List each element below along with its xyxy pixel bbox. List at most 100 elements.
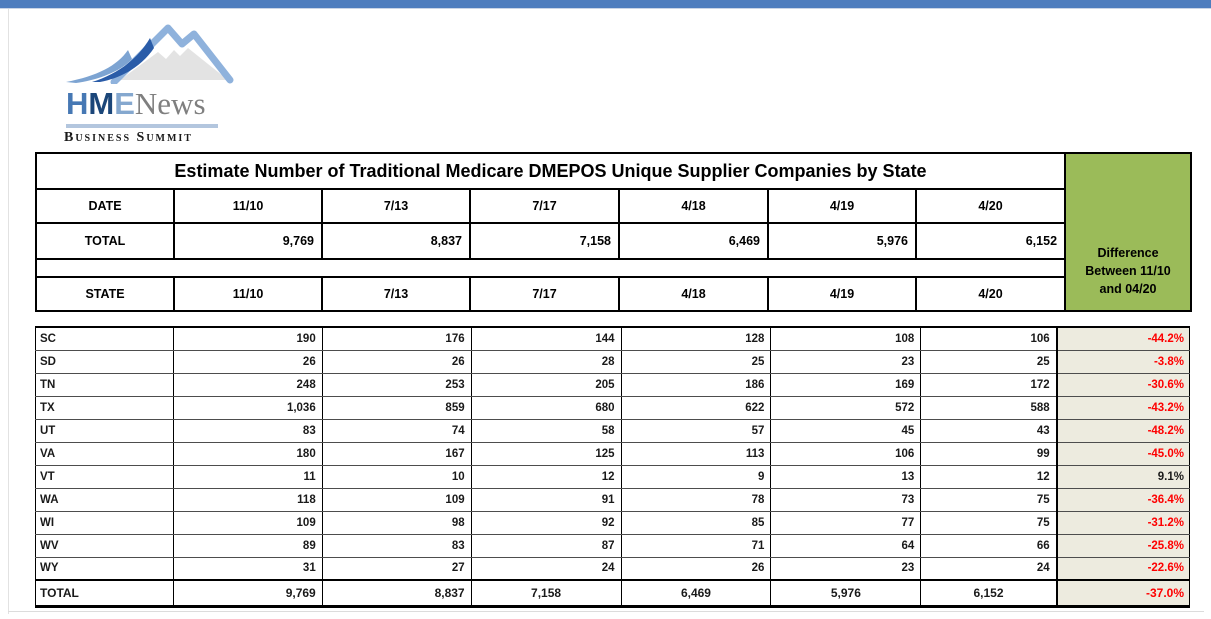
state-cell: SC bbox=[35, 326, 174, 351]
value-cell: 75 bbox=[920, 487, 1058, 512]
grand-total-row: TOTAL 9,769 8,837 7,158 6,469 5,976 6,15… bbox=[35, 579, 1190, 608]
state-cell: TX bbox=[35, 395, 174, 420]
value-cell: 25 bbox=[920, 349, 1058, 374]
value-cell: 28 bbox=[470, 349, 622, 374]
difference-cell: -45.0% bbox=[1055, 441, 1190, 466]
difference-line1: Difference bbox=[1097, 245, 1159, 260]
page-edge-line-left bbox=[8, 9, 9, 614]
total-value-cell: 9,769 bbox=[172, 579, 323, 608]
state-cell: WA bbox=[35, 487, 174, 512]
difference-header-cell: Difference Between 11/10 and 04/20 bbox=[1064, 152, 1193, 312]
value-cell: 13 bbox=[770, 464, 922, 489]
difference-cell: -48.2% bbox=[1055, 418, 1190, 443]
difference-cell: -44.2% bbox=[1055, 326, 1190, 351]
date-header: 4/19 bbox=[767, 276, 917, 312]
date-header: 4/18 bbox=[618, 188, 769, 224]
value-cell: 186 bbox=[620, 372, 772, 397]
value-cell: 572 bbox=[770, 395, 922, 420]
value-cell: 11 bbox=[172, 464, 323, 489]
date-header: 7/13 bbox=[321, 276, 471, 312]
value-cell: 180 bbox=[172, 441, 323, 466]
difference-line3: and 04/20 bbox=[1099, 281, 1157, 296]
date-header: 7/13 bbox=[321, 188, 471, 224]
table-row: TX 1,036 859 680 622 572 588 -43.2% bbox=[35, 395, 1190, 420]
value-cell: 57 bbox=[620, 418, 772, 443]
state-cell: WI bbox=[35, 510, 174, 535]
value-cell: 89 bbox=[172, 533, 323, 558]
value-cell: 23 bbox=[770, 556, 922, 581]
table-row: WA 118 109 91 78 73 75 -36.4% bbox=[35, 487, 1190, 512]
value-cell: 12 bbox=[920, 464, 1058, 489]
state-label: STATE bbox=[35, 276, 175, 312]
page-edge-line-bottom bbox=[8, 611, 1204, 612]
total-value: 9,769 bbox=[173, 222, 323, 260]
table-title: Estimate Number of Traditional Medicare … bbox=[34, 152, 1067, 190]
value-cell: 58 bbox=[470, 418, 622, 443]
total-value: 6,152 bbox=[914, 222, 1067, 260]
difference-cell: -3.8% bbox=[1055, 349, 1190, 374]
value-cell: 92 bbox=[470, 510, 622, 535]
top-accent-bar bbox=[0, 0, 1211, 9]
value-cell: 859 bbox=[321, 395, 472, 420]
value-cell: 98 bbox=[321, 510, 472, 535]
difference-cell: -30.6% bbox=[1055, 372, 1190, 397]
value-cell: 26 bbox=[172, 349, 323, 374]
total-value: 5,976 bbox=[767, 222, 917, 260]
total-value: 7,158 bbox=[469, 222, 620, 260]
table-row: SC 190 176 144 128 108 106 -44.2% bbox=[35, 326, 1190, 351]
date-header: 4/20 bbox=[914, 276, 1067, 312]
value-cell: 10 bbox=[321, 464, 472, 489]
difference-cell: -43.2% bbox=[1055, 395, 1190, 420]
table-row: WV 89 83 87 71 64 66 -25.8% bbox=[35, 533, 1190, 558]
difference-line2: Between 11/10 bbox=[1085, 263, 1171, 278]
table-row: VT 11 10 12 9 13 12 9.1% bbox=[35, 464, 1190, 489]
value-cell: 169 bbox=[770, 372, 922, 397]
value-cell: 680 bbox=[470, 395, 622, 420]
value-cell: 66 bbox=[920, 533, 1058, 558]
difference-cell: -36.4% bbox=[1055, 487, 1190, 512]
value-cell: 9 bbox=[620, 464, 772, 489]
value-cell: 31 bbox=[172, 556, 323, 581]
value-cell: 43 bbox=[920, 418, 1058, 443]
logo-wordmark: HMENews bbox=[58, 86, 248, 122]
value-cell: 248 bbox=[172, 372, 323, 397]
value-cell: 24 bbox=[920, 556, 1058, 581]
value-cell: 25 bbox=[620, 349, 772, 374]
total-value: 6,469 bbox=[618, 222, 769, 260]
difference-cell: -25.8% bbox=[1055, 533, 1190, 558]
value-cell: 190 bbox=[172, 326, 323, 351]
value-cell: 205 bbox=[470, 372, 622, 397]
difference-cell: -37.0% bbox=[1055, 579, 1190, 608]
date-header: 11/10 bbox=[173, 188, 323, 224]
difference-cell: -31.2% bbox=[1055, 510, 1190, 535]
value-cell: 622 bbox=[620, 395, 772, 420]
value-cell: 109 bbox=[172, 510, 323, 535]
difference-cell: 9.1% bbox=[1055, 464, 1190, 489]
spacer-row bbox=[34, 258, 1067, 278]
value-cell: 85 bbox=[620, 510, 772, 535]
value-cell: 253 bbox=[321, 372, 472, 397]
date-header: 7/17 bbox=[469, 276, 620, 312]
value-cell: 128 bbox=[620, 326, 772, 351]
table-row: SD 26 26 28 25 23 25 -3.8% bbox=[35, 349, 1190, 374]
value-cell: 125 bbox=[470, 441, 622, 466]
table-row: VA 180 167 125 113 106 99 -45.0% bbox=[35, 441, 1190, 466]
total-value-cell: 8,837 bbox=[321, 579, 472, 608]
mountain-icon bbox=[66, 24, 234, 84]
logo-news-text: News bbox=[134, 86, 206, 121]
total-value-cell: 6,469 bbox=[620, 579, 772, 608]
table-row: UT 83 74 58 57 45 43 -48.2% bbox=[35, 418, 1190, 443]
date-header: 4/20 bbox=[914, 188, 1067, 224]
value-cell: 64 bbox=[770, 533, 922, 558]
logo-subtitle: Business Summit bbox=[64, 130, 193, 145]
difference-cell: -22.6% bbox=[1055, 556, 1190, 581]
value-cell: 27 bbox=[321, 556, 472, 581]
total-value: 8,837 bbox=[321, 222, 471, 260]
table-row: WY 31 27 24 26 23 24 -22.6% bbox=[35, 556, 1190, 581]
value-cell: 78 bbox=[620, 487, 772, 512]
total-label-cell: TOTAL bbox=[35, 579, 174, 608]
state-cell: WV bbox=[35, 533, 174, 558]
value-cell: 26 bbox=[321, 349, 472, 374]
value-cell: 71 bbox=[620, 533, 772, 558]
